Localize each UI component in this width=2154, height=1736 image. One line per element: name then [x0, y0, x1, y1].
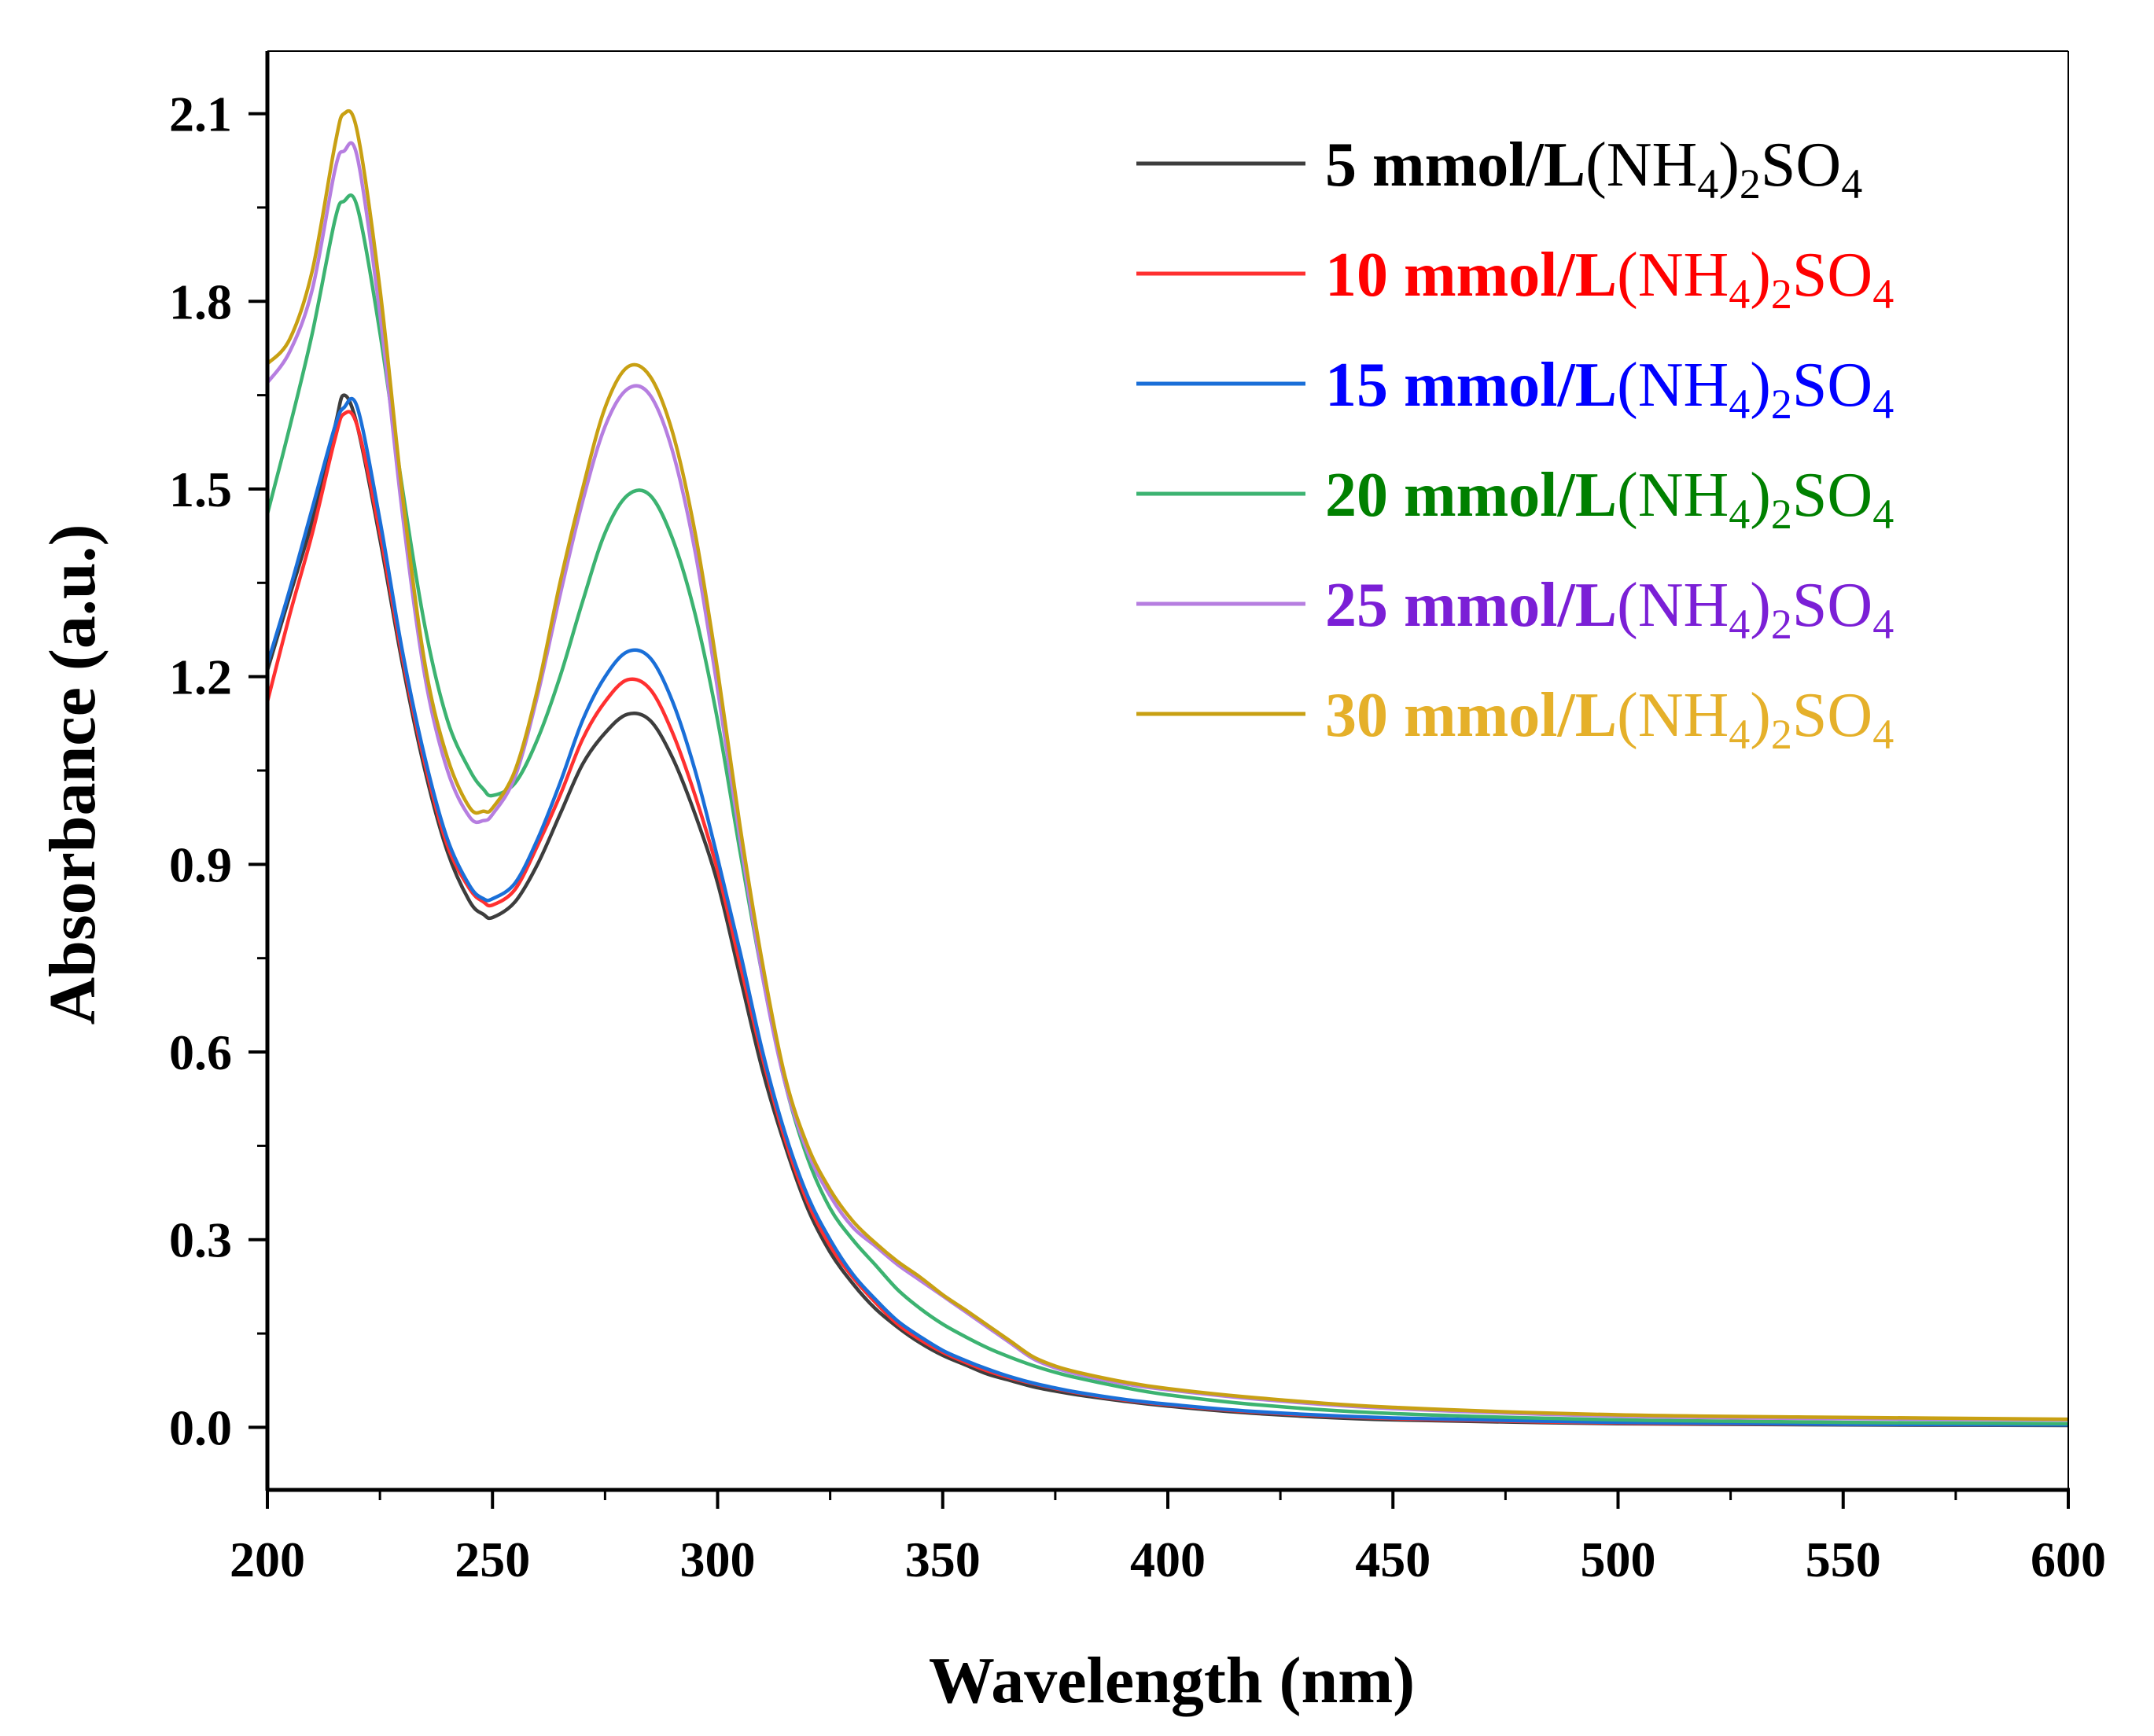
series-line-1 [265, 393, 2069, 1428]
series-line-6 [266, 108, 2069, 1422]
legend-label-6: 30 mmol/L(NH4)2SO4 [1325, 681, 1894, 758]
series-line-3 [265, 396, 2069, 1427]
y-tick-label: 0.9 [169, 837, 232, 892]
series-line-5 [266, 141, 2069, 1422]
x-tick-label: 400 [1130, 1532, 1206, 1587]
x-axis-title: Wavelength (nm) [929, 1644, 1415, 1717]
frame-layer [265, 50, 2070, 1492]
x-tick-label: 550 [1806, 1532, 1881, 1587]
y-tick-label: 0.3 [169, 1212, 232, 1268]
x-tick-label: 500 [1581, 1532, 1656, 1587]
legend: 5 mmol/L(NH4)2SO4 10 mmol/L(NH4)2SO4 15 mm… [1136, 131, 1894, 758]
series-layer [265, 108, 2069, 1428]
y-tick-label: 2.1 [169, 86, 232, 142]
series-line-2 [265, 410, 2069, 1427]
x-tick-label: 600 [2031, 1532, 2106, 1587]
x-tick-label: 450 [1355, 1532, 1430, 1587]
y-tick-label: 1.8 [169, 274, 232, 329]
x-tick-label: 200 [230, 1532, 305, 1587]
axes-layer: 200 250 300 350 400 450 500 550 600 0.0 0.3 0.6 0.9 1… [169, 51, 2106, 1587]
legend-label-3: 15 mmol/L(NH4)2SO4 [1325, 351, 1894, 428]
y-tick-label: 0.6 [169, 1024, 232, 1080]
legend-label-4: 20 mmol/L(NH4)2SO4 [1325, 461, 1894, 538]
y-tick-label: 1.2 [169, 649, 232, 705]
x-tick-label: 250 [455, 1532, 530, 1587]
x-tick-label: 350 [905, 1532, 981, 1587]
y-tick-label: 1.5 [169, 462, 232, 517]
legend-label-2: 10 mmol/L(NH4)2SO4 [1325, 241, 1894, 318]
y-axis-title: Absorbance (a.u.) [36, 524, 109, 1024]
y-tick-label: 0.0 [169, 1399, 232, 1455]
legend-label-1: 5 mmol/L(NH4)2SO4 [1325, 131, 1862, 208]
legend-label-5: 25 mmol/L(NH4)2SO4 [1325, 571, 1894, 648]
x-tick-label: 300 [680, 1532, 756, 1587]
